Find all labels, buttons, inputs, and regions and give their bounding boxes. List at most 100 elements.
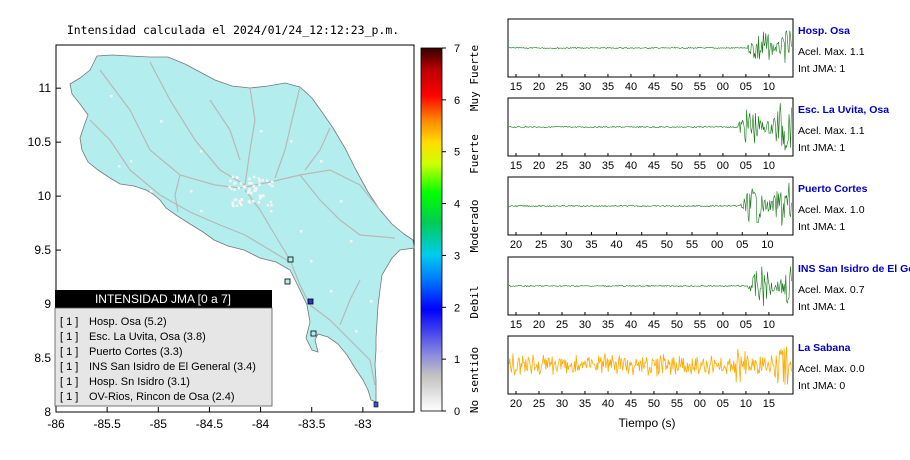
legend-item-badge: [ 1 ] — [60, 331, 78, 343]
map-title: Intensidad calculada el 2024/01/24_12:12… — [67, 23, 399, 37]
city-dot — [247, 189, 251, 193]
waveform-tick-label: 50 — [671, 81, 683, 93]
city-dot — [160, 120, 163, 123]
int-jma: Int JMA: 1 — [798, 301, 845, 313]
waveform-tick-label: 05 — [740, 319, 752, 331]
map-y-tick-label: 9.5 — [34, 243, 51, 257]
city-dot — [257, 177, 261, 180]
waveform-tick-label: 50 — [671, 160, 683, 172]
city-dot — [252, 199, 255, 203]
city-dot — [118, 165, 121, 168]
waveform-tick-label: 20 — [510, 239, 522, 251]
colorbar-tick-label: 3 — [454, 250, 460, 262]
map-y-tick-label: 9 — [44, 297, 51, 311]
waveform-trace — [508, 346, 792, 385]
road — [209, 99, 241, 161]
waveform-panel: 20 25 30 35 40 45 50 55 00 05 10 15 La Sabana Acel. M… — [507, 335, 865, 410]
waveform-panel: 20 25 30 35 40 45 50 55 00 05 10 Puerto Cortes Acel.… — [507, 176, 868, 251]
city-dot — [320, 160, 323, 163]
road — [239, 169, 381, 211]
map-x-tick-label: -84.5 — [196, 417, 224, 431]
city-dot — [248, 201, 252, 204]
road — [244, 189, 311, 306]
station-marker — [307, 298, 314, 305]
legend-item-label: Puerto Cortes (3.3) — [89, 346, 183, 358]
city-dot — [258, 179, 261, 183]
city-dot — [231, 202, 235, 206]
accel-max: Acel. Max. 1.0 — [798, 204, 865, 216]
road — [244, 87, 256, 186]
waveform-tick-label: 40 — [625, 319, 637, 331]
legend-item-badge: [ 1 ] — [60, 316, 78, 328]
city-dot — [254, 189, 257, 192]
legend-body — [54, 307, 273, 407]
city-dot — [228, 185, 231, 189]
waveform-tick-label: 25 — [556, 160, 568, 172]
colorbar-category-label: Fuerte — [468, 134, 481, 174]
map-x-tick-label: -85 — [150, 417, 168, 431]
city-dot — [240, 197, 243, 201]
waveform-tick-label: 50 — [648, 398, 660, 410]
intensity-legend: INTENSIDAD JMA [0 a 7] [ 1 ] Hosp. Osa (5… — [54, 290, 273, 407]
waveform-tick-label: 45 — [648, 160, 660, 172]
waveform-tick-label: 10 — [740, 398, 752, 410]
waveform-panels: 15 20 25 30 35 40 45 50 55 00 05 10 Hosp. Osa Acel. M… — [507, 18, 910, 410]
legend-title: INTENSIDAD JMA [0 a 7] — [95, 292, 231, 306]
waveform-tick-label: 35 — [585, 239, 597, 251]
waveform-tick-label: 55 — [694, 319, 706, 331]
waveform-tick-label: 45 — [636, 239, 648, 251]
station-marker — [287, 256, 294, 263]
city-dot — [370, 300, 373, 303]
legend-header — [55, 290, 272, 308]
waveform-tick-label: 15 — [510, 81, 522, 93]
colorbar-tick-label: 6 — [454, 95, 460, 107]
city-dot — [259, 195, 263, 199]
waveform-trace — [508, 182, 792, 226]
legend-item-label: INS San Isidro de El General (3.4) — [89, 361, 256, 373]
city-dot — [234, 181, 237, 185]
waveform-tick-label: 10 — [763, 319, 775, 331]
city-dot — [330, 290, 333, 293]
city-dot — [350, 240, 353, 243]
map-x-tick-label: -84 — [252, 417, 270, 431]
city-dot — [252, 184, 256, 188]
road — [174, 174, 181, 213]
waveform-tick-label: 30 — [579, 81, 591, 93]
city-dot — [270, 204, 273, 207]
waveform-tick-label: 25 — [533, 398, 545, 410]
legend-item-label: Hosp. Osa (5.2) — [89, 316, 167, 328]
map-y-tick-label: 10.5 — [28, 135, 52, 149]
legend-item-badge: [ 1 ] — [60, 361, 78, 373]
waveform-tick-label: 55 — [671, 398, 683, 410]
waveform-tick-label: 40 — [625, 160, 637, 172]
city-dot — [260, 130, 263, 133]
waveform-tick-label: 40 — [602, 398, 614, 410]
waveform-tick-label: 40 — [625, 81, 637, 93]
colorbar-tick-label: 1 — [454, 354, 460, 366]
city-dot — [310, 260, 313, 263]
accel-max: Acel. Max. 0.0 — [798, 363, 865, 375]
legend-item-badge: [ 1 ] — [60, 391, 78, 403]
city-dot — [238, 199, 241, 203]
costa-rica-landmass — [69, 54, 415, 403]
colorbar-tick-label: 5 — [454, 147, 460, 159]
waveform-tick-label: 30 — [579, 160, 591, 172]
station-markers — [284, 256, 379, 408]
city-dot — [240, 203, 243, 207]
waveform-tick-label: 25 — [556, 319, 568, 331]
map-x-tick-label: -85.5 — [93, 417, 121, 431]
city-dot — [269, 200, 273, 204]
legend-item-badge: [ 1 ] — [60, 346, 78, 358]
city-dot — [265, 179, 269, 182]
waveform-panel: 15 20 25 30 35 40 45 50 55 00 05 10 Esc. La Uvita, O… — [507, 97, 889, 172]
waveform-tick-label: 25 — [535, 239, 547, 251]
city-dot — [290, 140, 293, 143]
waveform-tick-label: 45 — [648, 81, 660, 93]
city-dot — [261, 178, 264, 182]
int-jma: Int JMA: 1 — [798, 63, 845, 75]
city-dots — [110, 95, 383, 353]
city-dot — [258, 183, 261, 186]
waveform-panel: 15 20 25 30 35 40 45 50 55 00 05 10 INS San Isidro d… — [507, 256, 910, 331]
time-axis-label: Tiempo (s) — [619, 416, 676, 430]
colorbar-tick-label: 2 — [454, 302, 460, 314]
